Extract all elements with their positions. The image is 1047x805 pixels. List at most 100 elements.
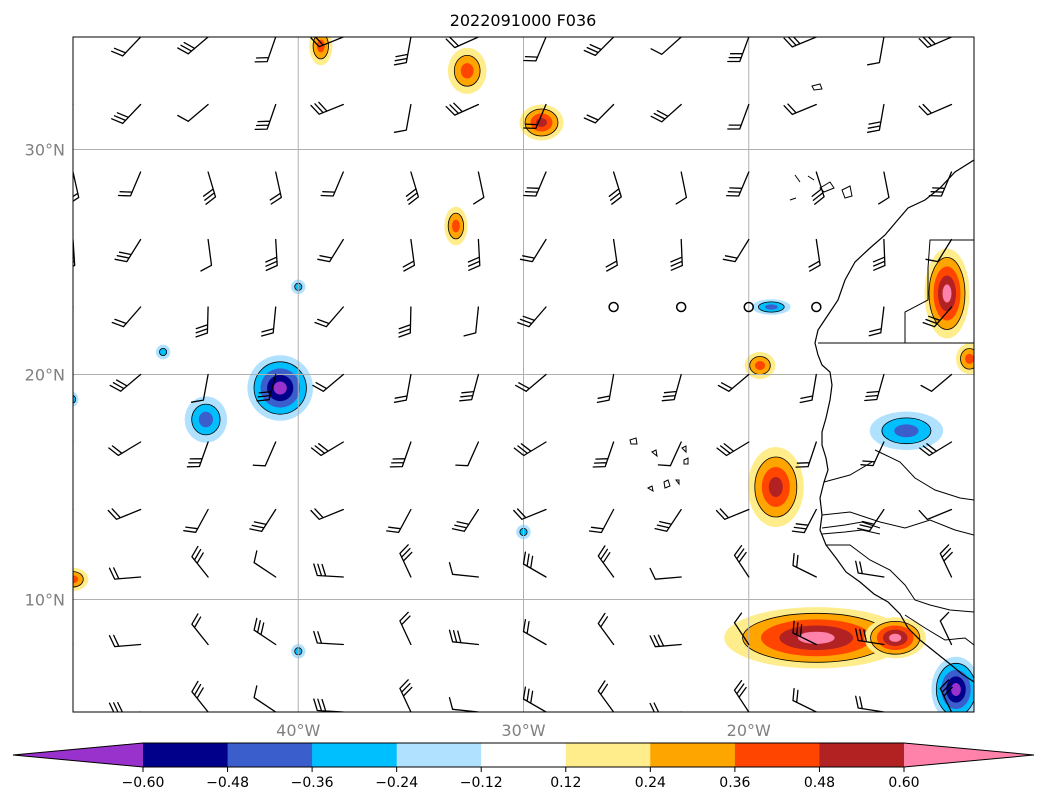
wind-barb <box>918 103 953 116</box>
wind-barb <box>733 544 750 578</box>
wind-barb <box>650 103 682 123</box>
wind-barb <box>523 171 547 197</box>
plot-frame <box>72 36 975 713</box>
wind-barb <box>448 562 480 578</box>
wind-barb <box>73 238 76 267</box>
wind-barb <box>252 441 277 467</box>
wind-barb <box>107 508 142 520</box>
wind-barb <box>799 373 817 404</box>
wind-barb <box>389 441 412 468</box>
wind-barb-calm <box>743 301 754 313</box>
wind-barb <box>317 238 344 263</box>
wind-barb <box>920 373 953 392</box>
positive-contour-fill <box>73 575 79 584</box>
wind-barb <box>670 238 683 271</box>
wind-barb <box>445 37 480 49</box>
chart-title: 2022091000 F036 <box>450 11 597 30</box>
colorbar-bin <box>227 743 313 767</box>
wind-barb <box>922 306 953 328</box>
positive-contour-fill <box>768 477 783 497</box>
wind-barbs <box>73 37 953 712</box>
wind-barb <box>654 508 682 532</box>
wind-barb <box>733 679 750 712</box>
wind-barb <box>399 611 412 646</box>
wind-barb <box>522 686 547 712</box>
colorbar-bin <box>650 743 736 767</box>
wind-barb <box>726 171 750 197</box>
wind-barb <box>183 508 209 533</box>
negative-contour-fill <box>764 304 778 310</box>
colorbar-bin <box>734 743 820 767</box>
wind-barb <box>597 680 615 712</box>
wind-barb <box>919 441 953 457</box>
colorbar-tick-label: −0.48 <box>206 775 249 791</box>
wind-barb <box>191 680 209 712</box>
wind-barb <box>519 238 547 263</box>
colorbar-tick-label: 0.24 <box>635 775 666 791</box>
wind-barb <box>191 613 209 646</box>
wind-barb <box>320 171 344 197</box>
wind-barb <box>310 441 344 457</box>
wind-barb <box>522 551 547 578</box>
wind-barb <box>314 306 344 328</box>
gridlines <box>73 37 974 712</box>
wind-barb <box>939 679 953 712</box>
wind-barb <box>405 171 420 205</box>
colorbar-bin <box>819 743 905 767</box>
wind-barb <box>513 508 547 520</box>
wind-barb <box>811 171 825 205</box>
wind-barb <box>588 508 615 534</box>
wind-barb <box>253 550 277 578</box>
positive-contour-fill <box>754 361 766 370</box>
wind-barb <box>857 508 885 532</box>
negative-contour-fill <box>894 424 919 438</box>
wind-barb <box>249 508 277 533</box>
negative-contour-fill <box>273 381 287 395</box>
wind-barb <box>649 702 682 712</box>
mauritania-border <box>874 342 974 501</box>
wind-barb <box>791 508 817 534</box>
wind-barb <box>866 37 885 66</box>
colorbar-bin <box>565 743 651 767</box>
wind-barb <box>727 37 750 63</box>
colorbar-extend-max <box>904 743 1034 767</box>
colorbar-tick-label: −0.60 <box>122 775 165 791</box>
wind-barb <box>467 238 481 271</box>
wind-barb <box>463 306 480 337</box>
wind-barb <box>253 617 277 646</box>
guinea-borders <box>826 544 974 646</box>
wind-barb <box>583 37 615 57</box>
wind-barb <box>402 238 416 272</box>
wind-barb <box>200 238 213 272</box>
wind-barb <box>310 101 344 115</box>
wind-barb <box>855 628 885 646</box>
wind-barb-calm <box>675 301 687 313</box>
wind-barb <box>108 441 142 457</box>
wind-barb <box>445 102 480 116</box>
wind-barb <box>597 545 615 578</box>
negative-contour-fill <box>951 683 961 696</box>
wind-barb <box>596 373 615 404</box>
wind-barb <box>455 441 480 467</box>
wind-barb <box>108 634 142 648</box>
wind-barb <box>202 171 217 205</box>
wind-barb <box>111 37 142 57</box>
wind-barb <box>393 373 412 403</box>
wind-barb <box>109 373 142 392</box>
wind-barb <box>269 171 282 205</box>
wind-barb <box>190 373 209 403</box>
wind-barb <box>310 37 344 48</box>
positive-contour-fill <box>797 631 835 644</box>
wind-barb <box>108 567 142 580</box>
wind-barb <box>783 37 817 48</box>
lat-tick-label: 30°N <box>25 141 65 160</box>
wind-barb <box>605 238 618 272</box>
wind-barb <box>253 685 277 712</box>
colorbar-tick-label: −0.12 <box>460 775 503 791</box>
wind-barb <box>313 630 344 646</box>
africa-coastline <box>814 159 974 683</box>
wind-barb <box>448 629 480 646</box>
wind-barb <box>722 238 750 263</box>
wind-barb <box>783 103 817 116</box>
